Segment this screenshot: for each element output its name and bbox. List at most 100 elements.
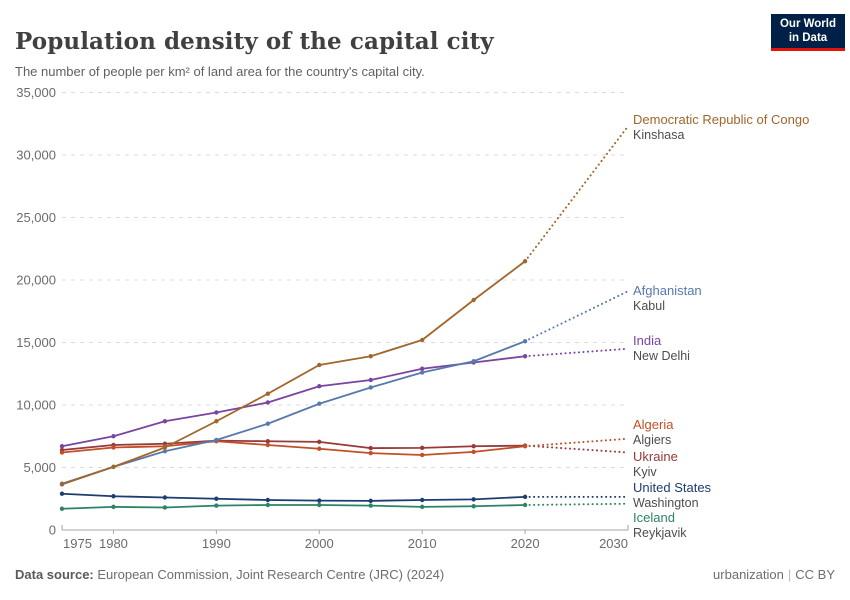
data-source-text: European Commission, Joint Research Cent… [97, 567, 445, 582]
data-point-iceland [162, 505, 168, 510]
x-axis-tick-label: 1980 [99, 536, 128, 551]
series-line-iceland [61, 504, 526, 510]
data-point-democratic-republic-of-congo [368, 354, 373, 359]
series-label-united-states[interactable]: United States Washington [633, 480, 712, 510]
series-line-afghanistan [61, 340, 526, 485]
data-point-ukraine [419, 445, 425, 451]
x-axis-tick-label: 2030 [599, 536, 628, 551]
data-point-algeria [265, 442, 271, 448]
series-city-name: Reykjavik [633, 525, 687, 540]
data-point-iceland [368, 503, 373, 508]
series-line-united-states [61, 492, 526, 502]
data-point-iceland [317, 502, 322, 508]
data-point-afghanistan [522, 339, 528, 344]
data-point-iceland [59, 506, 65, 511]
series-projection-democratic-republic-of-congo [524, 125, 629, 263]
series-label-afghanistan[interactable]: Afghanistan Kabul [633, 283, 702, 313]
data-source-label: Data source: [15, 567, 94, 582]
data-point-afghanistan [419, 370, 425, 375]
urbanization-link[interactable]: urbanization [713, 567, 784, 582]
page-title: Population density of the capital city [15, 28, 494, 56]
data-point-iceland [419, 504, 425, 510]
data-point-afghanistan [214, 437, 219, 443]
series-label-democratic-republic-of-congo[interactable]: Democratic Republic of Congo Kinshasa [633, 112, 809, 142]
y-axis-tick-label: 10,000 [16, 398, 56, 413]
data-point-united-states [419, 497, 425, 503]
series-country-name: Algeria [633, 417, 674, 432]
data-point-united-states [471, 497, 476, 502]
series-label-ukraine[interactable]: Ukraine Kyiv [633, 449, 678, 479]
data-point-democratic-republic-of-congo [162, 445, 168, 450]
x-axis-tick-label: 2020 [511, 536, 540, 551]
y-axis-tick-label: 20,000 [16, 273, 56, 288]
data-point-united-states [317, 498, 322, 503]
series-country-name: United States [633, 480, 712, 495]
data-point-united-states [111, 494, 116, 499]
data-point-iceland [111, 504, 116, 510]
data-point-united-states [368, 498, 373, 504]
owid-logo[interactable]: Our World in Data [771, 14, 845, 52]
data-point-democratic-republic-of-congo [59, 482, 65, 487]
data-point-democratic-republic-of-congo [214, 419, 219, 424]
data-point-ukraine [317, 439, 322, 445]
data-point-india [214, 410, 219, 415]
series-label-india[interactable]: India New Delhi [633, 333, 690, 363]
data-point-algeria [471, 449, 476, 455]
data-point-ukraine [265, 439, 271, 444]
series-city-name: Kabul [633, 298, 665, 313]
data-point-afghanistan [317, 401, 322, 406]
x-axis-tick-label: 1990 [202, 536, 231, 551]
data-point-algeria [111, 445, 116, 450]
data-point-iceland [265, 502, 271, 508]
series-city-name: Kyiv [633, 464, 657, 479]
data-point-democratic-republic-of-congo [317, 362, 322, 368]
data-point-democratic-republic-of-congo [265, 391, 271, 396]
data-point-india [522, 354, 528, 359]
y-axis-tick-label: 30,000 [16, 148, 56, 163]
data-point-india [162, 419, 168, 424]
data-point-democratic-republic-of-congo [111, 464, 116, 470]
series-country-name: Iceland [633, 510, 675, 525]
series-label-algeria[interactable]: Algeria Algiers [633, 417, 674, 447]
series-projection-iceland [524, 502, 629, 506]
cc-by-link[interactable]: CC BY [795, 567, 835, 582]
series-city-name: Washington [633, 495, 699, 510]
data-point-afghanistan [162, 449, 168, 454]
data-point-democratic-republic-of-congo [419, 337, 425, 343]
owid-logo-line1: Our World [779, 18, 836, 30]
data-point-algeria [522, 444, 528, 449]
data-point-algeria [368, 450, 373, 456]
data-point-united-states [265, 497, 271, 503]
series-line-india [61, 355, 526, 448]
y-axis-tick-label: 0 [49, 523, 56, 538]
data-point-ukraine [368, 445, 373, 451]
data-point-united-states [522, 494, 528, 500]
x-axis-tick-label: 2000 [305, 536, 334, 551]
data-point-algeria [59, 450, 65, 455]
series-line-ukraine [61, 439, 526, 451]
data-point-iceland [522, 502, 528, 508]
series-projection-india [524, 347, 629, 358]
chart-subtitle: The number of people per km² of land are… [15, 64, 425, 79]
data-point-iceland [471, 504, 476, 509]
footer-separator: | [787, 567, 792, 582]
data-point-democratic-republic-of-congo [522, 259, 528, 264]
y-axis-tick-label: 15,000 [16, 335, 56, 350]
data-point-democratic-republic-of-congo [471, 297, 476, 303]
chart-footer: Data source: European Commission, Joint … [15, 567, 835, 582]
series-city-name: New Delhi [633, 348, 690, 363]
series-line-democratic-republic-of-congo [61, 260, 526, 486]
y-axis-tick-label: 5,000 [23, 460, 56, 475]
series-projection-algeria [524, 437, 629, 448]
data-point-united-states [59, 491, 65, 496]
data-point-afghanistan [368, 385, 373, 390]
data-point-india [59, 444, 65, 449]
data-point-india [368, 377, 373, 383]
series-label-iceland[interactable]: Iceland Reykjavik [633, 510, 687, 540]
series-country-name: India [633, 333, 662, 348]
data-point-india [419, 366, 425, 371]
data-point-united-states [162, 495, 168, 500]
data-point-united-states [214, 496, 219, 501]
